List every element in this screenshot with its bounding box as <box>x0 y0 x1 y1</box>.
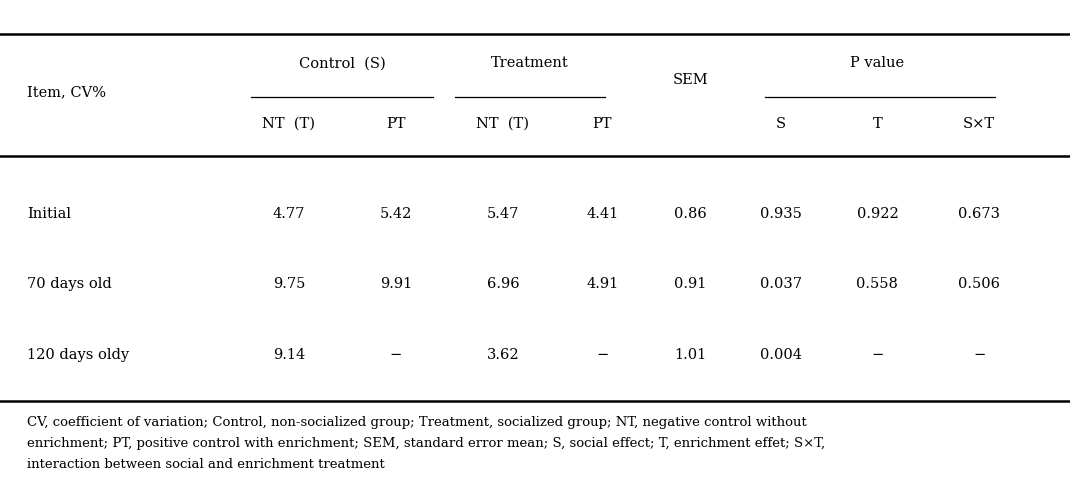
Text: −: − <box>596 348 609 362</box>
Text: Item, CV%: Item, CV% <box>27 86 106 99</box>
Text: S: S <box>776 117 786 131</box>
Text: 1.01: 1.01 <box>674 348 706 362</box>
Text: 0.506: 0.506 <box>958 278 1000 291</box>
Text: T: T <box>872 117 883 131</box>
Text: SEM: SEM <box>672 73 708 87</box>
Text: Control  (S): Control (S) <box>299 56 386 70</box>
Text: 0.004: 0.004 <box>760 348 802 362</box>
Text: 3.62: 3.62 <box>487 348 519 362</box>
Text: NT  (T): NT (T) <box>476 117 530 131</box>
Text: −: − <box>973 348 985 362</box>
Text: Treatment: Treatment <box>491 56 568 70</box>
Text: PT: PT <box>593 117 612 131</box>
Text: CV, coefficient of variation; Control, non-socialized group; Treatment, socializ: CV, coefficient of variation; Control, n… <box>27 416 825 470</box>
Text: 5.47: 5.47 <box>487 207 519 221</box>
Text: 0.037: 0.037 <box>760 278 802 291</box>
Text: 4.41: 4.41 <box>586 207 618 221</box>
Text: 70 days old: 70 days old <box>27 278 111 291</box>
Text: 0.935: 0.935 <box>760 207 802 221</box>
Text: S×T: S×T <box>963 117 995 131</box>
Text: 9.75: 9.75 <box>273 278 305 291</box>
Text: NT  (T): NT (T) <box>262 117 316 131</box>
Text: PT: PT <box>386 117 406 131</box>
Text: 0.91: 0.91 <box>674 278 706 291</box>
Text: 4.77: 4.77 <box>273 207 305 221</box>
Text: 9.91: 9.91 <box>380 278 412 291</box>
Text: P value: P value <box>851 56 904 70</box>
Text: −: − <box>389 348 402 362</box>
Text: 0.86: 0.86 <box>674 207 706 221</box>
Text: 120 days oldy: 120 days oldy <box>27 348 128 362</box>
Text: 0.558: 0.558 <box>856 278 899 291</box>
Text: 0.673: 0.673 <box>958 207 1000 221</box>
Text: 9.14: 9.14 <box>273 348 305 362</box>
Text: 4.91: 4.91 <box>586 278 618 291</box>
Text: −: − <box>871 348 884 362</box>
Text: Initial: Initial <box>27 207 71 221</box>
Text: 6.96: 6.96 <box>487 278 519 291</box>
Text: 5.42: 5.42 <box>380 207 412 221</box>
Text: 0.922: 0.922 <box>856 207 899 221</box>
